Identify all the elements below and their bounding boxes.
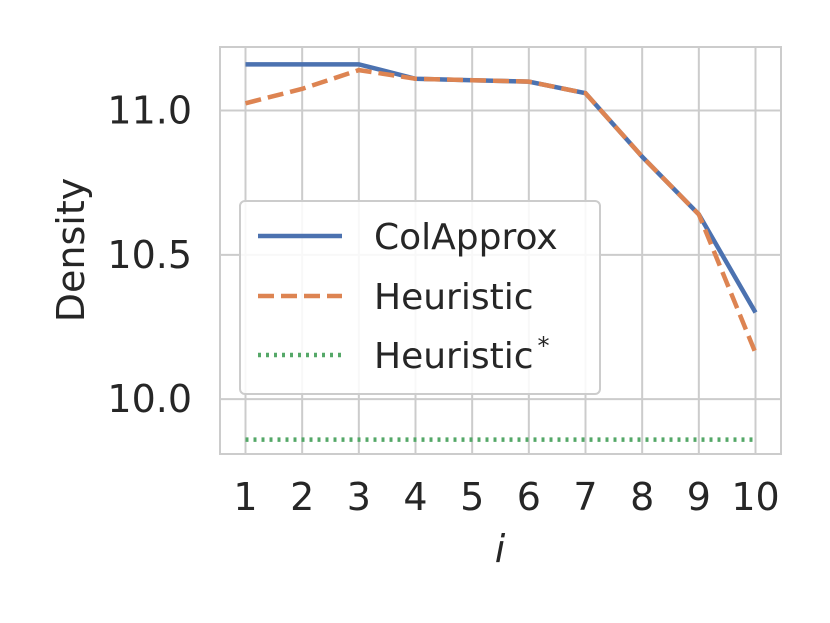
x-tick-label: 3 [347,475,371,519]
y-tick-label: 10.5 [107,233,192,277]
x-tick-label: 4 [403,475,427,519]
x-tick-label: 5 [460,475,484,519]
series-lines [244,62,758,442]
legend: ColApprox Heuristic Heuristic * [239,200,601,395]
x-tick-label: 7 [573,475,597,519]
y-tick-label: 10.0 [107,377,192,421]
x-tick-label: 10 [731,475,779,519]
plot-frame [219,46,782,455]
x-tick-labels: 1 2 3 4 5 6 7 8 9 10 [233,475,779,519]
y-tick-labels: 10.0 10.5 11.0 [107,89,192,422]
y-tick-label: 11.0 [107,89,192,133]
legend-label-3: Heuristic * [374,332,550,377]
x-tick-label: 6 [517,475,541,519]
legend-box [239,200,601,395]
y-axis-label: Density [49,178,93,322]
x-tick-label: 2 [290,475,314,519]
series-line-2 [244,67,758,354]
legend-label-2: Heuristic [374,277,534,318]
x-tick-label: 1 [233,475,257,519]
x-axis-label: i [495,527,506,571]
x-tick-label: 8 [630,475,654,519]
legend-label-1: ColApprox [374,217,558,258]
x-tick-label: 9 [687,475,711,519]
